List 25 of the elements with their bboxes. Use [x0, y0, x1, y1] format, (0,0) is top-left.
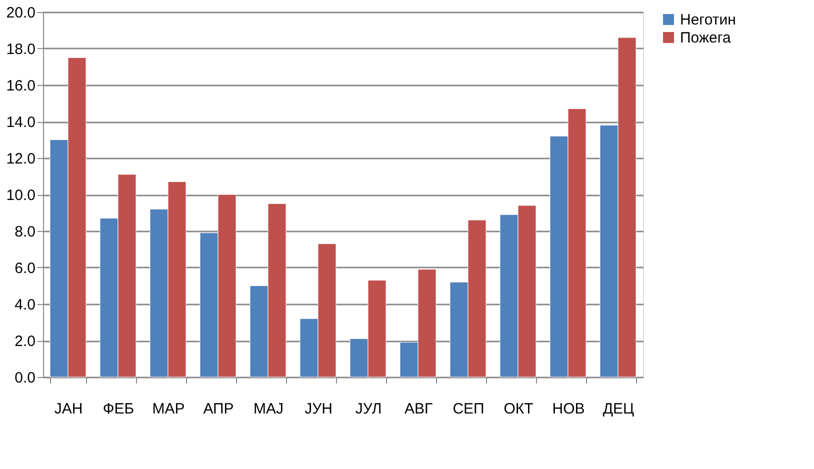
y-tick-label: 20.0 [6, 4, 36, 22]
legend-label: Неготин [680, 12, 736, 28]
x-tick-label: НОВ [552, 400, 585, 418]
y-tick-label: 8.0 [14, 224, 36, 240]
x-tick-label: АВГ [404, 400, 433, 418]
y-tick-label: 6.0 [14, 260, 36, 277]
y-tick-label: 18.0 [6, 41, 36, 58]
y-tick-label: 0.0 [14, 370, 36, 386]
x-tick-label: ОКТ [504, 400, 534, 418]
x-tick-label: ЈАН [54, 400, 83, 418]
y-tick-label: 2.0 [14, 333, 36, 350]
x-tick-label: ФЕБ [102, 400, 134, 418]
x-tick-label: АПР [203, 400, 234, 418]
x-tick-label: СЕП [452, 400, 484, 418]
x-tick-label: ДЕЦ [602, 400, 634, 418]
x-tick-label: ЈУН [304, 400, 332, 418]
y-tick-label: 4.0 [14, 296, 36, 314]
y-tick-label: 14.0 [6, 114, 36, 131]
y-tick-label: 10.0 [6, 187, 36, 204]
x-tick-label: ЈУЛ [355, 400, 382, 418]
y-tick-label: 12.0 [6, 150, 36, 168]
y-tick-label: 16.0 [6, 78, 36, 94]
x-tick-label: МАЈ [254, 400, 284, 418]
x-tick-label: МАР [152, 400, 185, 418]
legend-label: Пожега [680, 30, 732, 46]
